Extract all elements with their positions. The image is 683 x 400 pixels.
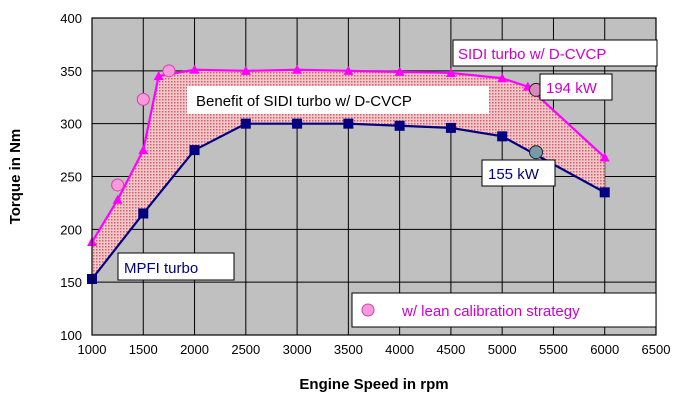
- y-axis-label: Torque in Nm: [7, 129, 24, 225]
- legend-label: w/ lean calibration strategy: [401, 303, 580, 320]
- x-tick-label: 4500: [436, 342, 465, 357]
- y-tick-label: 400: [60, 11, 82, 26]
- sidi-point: [138, 145, 149, 155]
- sidi-power-box: 194 kW: [539, 73, 613, 101]
- x-tick-label: 3000: [283, 342, 312, 357]
- mpfi-power-label: 155 kW: [488, 166, 540, 183]
- plot-frame: [91, 17, 657, 336]
- sidi-power-label: 194 kW: [546, 80, 598, 97]
- mpfi-series-label: MPFI turbo: [124, 260, 198, 277]
- lean-point: [136, 92, 150, 106]
- lean-point: [111, 178, 125, 192]
- y-tick-label: 250: [60, 170, 82, 185]
- series-layer: [87, 64, 610, 284]
- sidi-point: [599, 152, 610, 162]
- x-tick-label: 4000: [385, 342, 414, 357]
- lean-point: [162, 64, 176, 78]
- series-line-mpfi: [91, 122, 606, 280]
- mpfi-point: [240, 118, 251, 129]
- y-tick-label: 200: [60, 222, 82, 237]
- x-tick-label: 1500: [129, 342, 158, 357]
- mpfi-power-box: 155 kW: [481, 159, 556, 187]
- benefit-label: Benefit of SIDI turbo w/ D-CVCP: [196, 93, 412, 110]
- x-axis-label: Engine Speed in rpm: [299, 376, 448, 393]
- sidi-point: [153, 71, 164, 81]
- x-tick-label: 5500: [539, 342, 568, 357]
- benefit-annotation: Benefit of SIDI turbo w/ D-CVCP: [187, 86, 489, 114]
- mpfi-point: [497, 131, 508, 142]
- sidi-point: [240, 65, 251, 75]
- sidi-point: [189, 64, 200, 74]
- y-tick-label: 150: [60, 275, 82, 290]
- sidi-point: [292, 64, 303, 74]
- mpfi-point: [189, 145, 200, 156]
- sidi-point: [497, 73, 508, 83]
- x-tick-label: 6500: [642, 342, 671, 357]
- x-tick-label: 3500: [334, 342, 363, 357]
- x-tick-label: 2000: [180, 342, 209, 357]
- x-tick-label: 6000: [590, 342, 619, 357]
- sidi-label-box: SIDI turbo w/ D-CVCP: [452, 39, 658, 67]
- tick-labels: 1000 1500 2000 2500 3000 3500 4000 4500 5000 5500…: [60, 11, 670, 357]
- sidi-series-label: SIDI turbo w/ D-CVCP: [458, 46, 606, 63]
- sidi-point: [394, 66, 405, 76]
- mpfi-point: [394, 120, 405, 131]
- mpfi-point: [138, 208, 149, 219]
- legend-marker-circle: [361, 303, 375, 317]
- sidi-point: [343, 65, 354, 75]
- mpfi-power-point: [529, 145, 544, 160]
- x-tick-label: 1000: [78, 342, 107, 357]
- mpfi-point: [292, 118, 303, 129]
- benefit-area: [92, 69, 605, 279]
- mpfi-label-box: MPFI turbo: [117, 252, 235, 281]
- x-tick-label: 5000: [488, 342, 517, 357]
- sidi-point: [112, 194, 123, 204]
- legend: w/ lean calibration strategy: [351, 292, 657, 328]
- mpfi-point: [445, 122, 456, 133]
- y-tick-label: 350: [60, 64, 82, 79]
- y-tick-label: 100: [60, 328, 82, 343]
- sidi-point: [445, 67, 456, 77]
- y-tick-label: 300: [60, 117, 82, 132]
- mpfi-point: [343, 118, 354, 129]
- x-tick-label: 2500: [231, 342, 260, 357]
- axes: [91, 17, 657, 336]
- mpfi-point: [599, 187, 610, 198]
